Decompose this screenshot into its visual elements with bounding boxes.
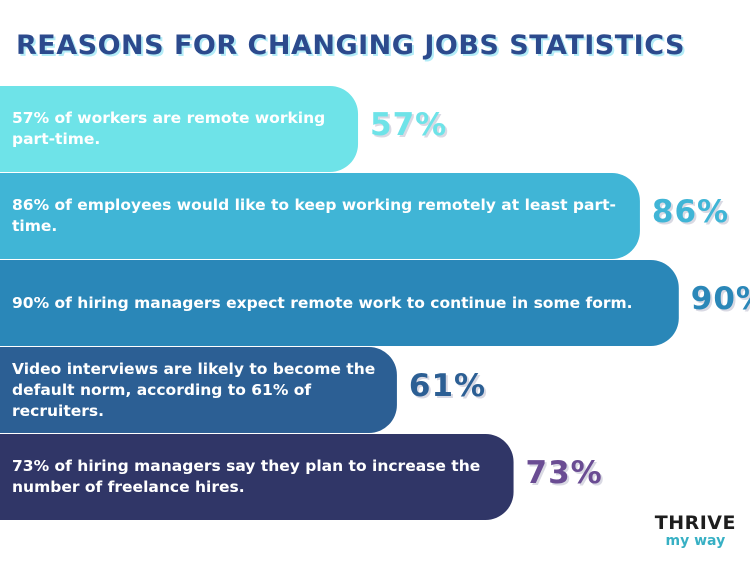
bar-1 bbox=[0, 86, 359, 173]
bar-1-label: 57% of workers are remote working part-t… bbox=[12, 109, 326, 148]
bar-5 bbox=[0, 434, 514, 520]
logo-text-top: THRIVE bbox=[654, 512, 736, 534]
chart-title: REASONS FOR CHANGING JOBS STATISTICS bbox=[16, 30, 685, 61]
bar-1-value-label: 57% bbox=[370, 107, 448, 143]
bar-3-value-label: 90% bbox=[690, 281, 750, 317]
bar-3 bbox=[0, 260, 679, 346]
bar-2-label: 86% of employees would like to keep work… bbox=[12, 196, 616, 235]
bar-5-value-label: 73% bbox=[525, 455, 603, 491]
logo-text-bottom: my way bbox=[665, 533, 726, 549]
bar-4-label: Video interviews are likely to become th… bbox=[12, 359, 376, 420]
bar-3-label: 90% of hiring managers expect remote wor… bbox=[12, 293, 633, 312]
bar-4-value-label: 61% bbox=[408, 368, 487, 404]
thrive-my-way-logo: THRIVE my way bbox=[654, 512, 736, 549]
bar-2 bbox=[0, 173, 640, 259]
bar-5-label: 73% of hiring managers say they plan to … bbox=[12, 457, 481, 496]
bar-2-value-label: 86% bbox=[651, 194, 730, 230]
bar-4 bbox=[0, 347, 397, 434]
